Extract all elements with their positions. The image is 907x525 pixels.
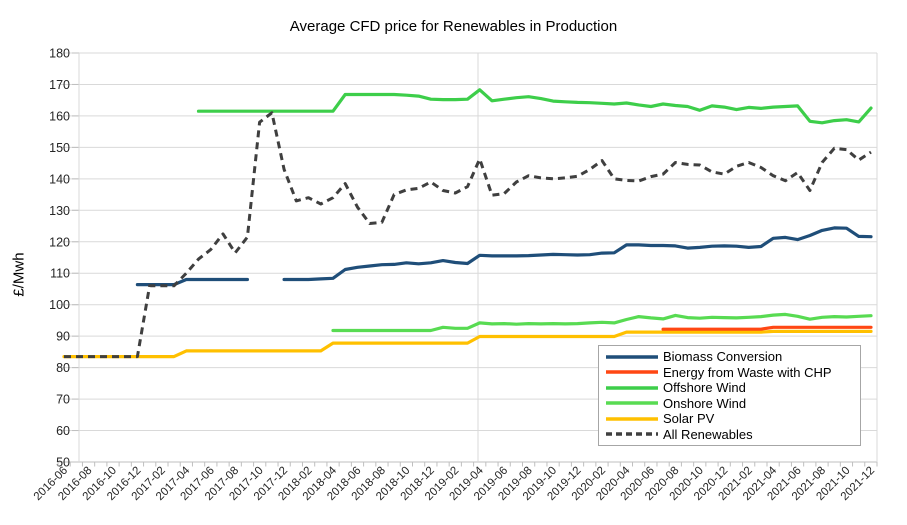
legend-item-all-renewables: All Renewables <box>605 427 854 442</box>
y-tick-label-170: 170 <box>49 78 70 92</box>
y-tick-label-140: 140 <box>49 172 70 186</box>
series-line-offshore-wind <box>196 88 873 125</box>
legend-swatch-all-renewables <box>606 432 658 436</box>
legend-swatch-biomass-conversion <box>606 355 658 359</box>
legend-label-onshore-wind: Onshore Wind <box>663 395 747 411</box>
legend-label-offshore-wind: Offshore Wind <box>663 380 746 396</box>
legend-item-offshore-wind: Offshore Wind <box>605 380 854 395</box>
legend-label-all-renewables: All Renewables <box>663 426 753 442</box>
y-tick-label-90: 90 <box>56 330 70 344</box>
y-tick-label-70: 70 <box>56 393 70 407</box>
series-line-biomass-conversion <box>135 226 873 287</box>
y-tick-label-80: 80 <box>56 361 70 375</box>
legend-swatch-offshore-wind <box>606 386 658 390</box>
series-line-solar-pv <box>62 329 873 359</box>
legend-swatch-onshore-wind <box>606 401 658 405</box>
legend: Biomass Conversion Energy from Waste with… <box>598 345 861 446</box>
series-line-all-renewables <box>64 111 872 359</box>
chart-title: Average CFD price for Renewables in Prod… <box>289 18 618 35</box>
y-tick-label-100: 100 <box>49 298 70 312</box>
y-tick-label-50: 50 <box>56 456 70 470</box>
legend-label-energy-from-waste-with-chp: Energy from Waste with CHP <box>663 364 832 380</box>
legend-item-onshore-wind: Onshore Wind <box>605 396 854 411</box>
legend-label-solar-pv: Solar PV <box>663 411 715 427</box>
legend-label-biomass-conversion: Biomass Conversion <box>663 349 783 365</box>
y-tick-label-130: 130 <box>49 204 70 218</box>
legend-item-solar-pv: Solar PV <box>605 411 854 426</box>
legend-swatch-energy-from-waste-with-chp <box>606 370 658 374</box>
y-tick-label-150: 150 <box>49 141 70 155</box>
legend-item-biomass-conversion: Biomass Conversion <box>605 349 854 364</box>
y-tick-label-160: 160 <box>49 109 70 123</box>
series-line-energy-from-waste-with-chp <box>661 325 873 331</box>
y-tick-label-60: 60 <box>56 424 70 438</box>
legend-swatch-solar-pv <box>606 417 658 421</box>
y-tick-label-120: 120 <box>49 235 70 249</box>
y-tick-label-110: 110 <box>50 267 70 281</box>
legend-item-energy-from-waste-with-chp: Energy from Waste with CHP <box>605 365 854 380</box>
series-line-onshore-wind <box>331 312 873 333</box>
y-tick-label-180: 180 <box>49 47 70 61</box>
